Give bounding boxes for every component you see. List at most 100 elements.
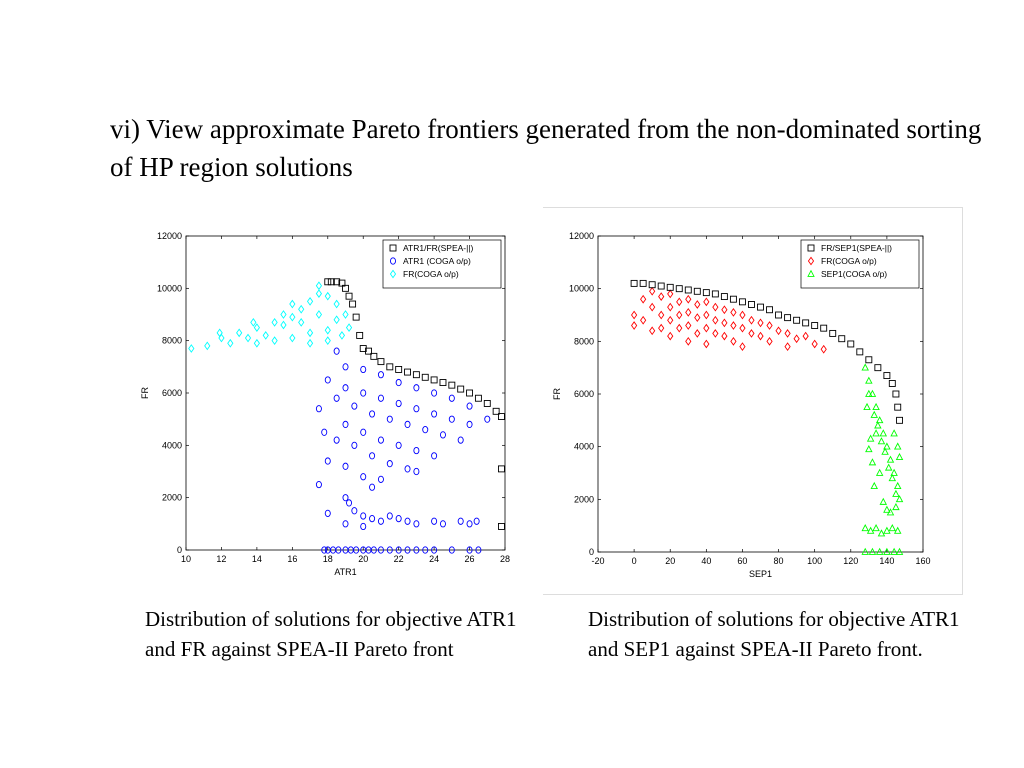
left-point-circle bbox=[342, 462, 349, 470]
left-point-circle bbox=[377, 436, 384, 444]
chart-atr1-fr: 10 12 14 16 18 20 22 24 26 28 0 2000 4000 6000 8000 100… bbox=[140, 222, 520, 592]
right-point-square bbox=[793, 316, 801, 324]
right-point-square bbox=[784, 314, 792, 322]
right-point-triangle bbox=[865, 445, 873, 453]
left-legend-marker bbox=[389, 257, 396, 265]
left-point-circle bbox=[321, 546, 328, 554]
right-ytick-label: 2000 bbox=[574, 494, 594, 504]
left-point-circle bbox=[333, 436, 340, 444]
left-point-circle bbox=[431, 546, 438, 554]
right-xtick-label: 0 bbox=[632, 556, 637, 566]
left-point-circle bbox=[413, 446, 420, 455]
right-point-diamond bbox=[694, 313, 701, 323]
right-point-square bbox=[675, 285, 683, 293]
left-point-circle bbox=[422, 546, 429, 554]
left-point-diamond bbox=[244, 333, 252, 343]
right-point-square bbox=[888, 380, 896, 387]
left-point-diamond bbox=[298, 304, 305, 314]
left-point-diamond bbox=[324, 291, 331, 301]
right-point-diamond bbox=[649, 302, 656, 312]
right-point-triangle bbox=[874, 421, 882, 429]
right-point-diamond bbox=[757, 331, 764, 341]
left-point-circle bbox=[448, 394, 455, 402]
left-point-square bbox=[356, 331, 364, 339]
left-point-circle bbox=[360, 522, 367, 531]
right-legend-label: FR/SEP1(SPEA-||) bbox=[821, 243, 892, 253]
right-point-triangle bbox=[870, 410, 878, 418]
right-ytick-label: 0 bbox=[589, 547, 594, 557]
left-point-circle bbox=[395, 441, 402, 449]
right-point-square bbox=[729, 295, 737, 303]
right-point-triangle bbox=[895, 547, 904, 555]
left-legend-marker bbox=[389, 269, 397, 279]
left-point-square bbox=[483, 400, 491, 407]
left-point-square bbox=[352, 313, 360, 321]
left-point-square bbox=[498, 465, 505, 473]
left-point-circle bbox=[466, 520, 473, 528]
left-point-circle bbox=[404, 465, 411, 473]
right-ytick-label: 6000 bbox=[574, 389, 594, 399]
left-point-circle bbox=[475, 546, 482, 554]
left-point-square bbox=[448, 381, 456, 389]
left-point-diamond bbox=[333, 315, 340, 325]
left-point-circle bbox=[360, 512, 367, 520]
right-point-diamond bbox=[721, 318, 728, 328]
left-point-circle bbox=[342, 494, 349, 502]
right-point-square bbox=[838, 335, 846, 343]
left-point-square bbox=[338, 279, 346, 287]
right-point-diamond bbox=[685, 307, 692, 317]
left-point-circle bbox=[324, 376, 331, 384]
left-point-circle bbox=[342, 520, 349, 528]
left-point-circle bbox=[404, 546, 411, 554]
left-point-circle bbox=[377, 546, 384, 554]
left-point-square bbox=[466, 389, 474, 397]
left-point-circle bbox=[386, 415, 393, 423]
left-point-diamond bbox=[289, 333, 296, 343]
left-point-diamond bbox=[280, 320, 287, 330]
right-point-triangle bbox=[875, 547, 884, 555]
right-point-square bbox=[711, 290, 719, 298]
left-legend-label: ATR1/FR(SPEA-||) bbox=[403, 243, 474, 253]
left-point-circle bbox=[353, 546, 360, 554]
left-point-square bbox=[421, 373, 429, 381]
right-point-square bbox=[802, 319, 810, 327]
right-point-diamond bbox=[712, 302, 719, 312]
right-point-triangle bbox=[890, 468, 898, 476]
right-point-diamond bbox=[793, 334, 800, 344]
right-point-diamond bbox=[712, 329, 719, 338]
right-ytick-label: 8000 bbox=[574, 336, 594, 346]
right-point-square bbox=[856, 348, 864, 356]
left-point-circle bbox=[351, 402, 358, 410]
left-point-square bbox=[498, 523, 505, 530]
left-point-circle bbox=[413, 405, 420, 413]
right-point-square bbox=[630, 279, 638, 287]
right-point-triangle bbox=[872, 429, 880, 437]
right-point-diamond bbox=[640, 294, 647, 304]
right-point-diamond bbox=[811, 339, 818, 349]
right-point-diamond bbox=[703, 310, 710, 320]
right-point-square bbox=[720, 293, 728, 301]
right-point-triangle bbox=[866, 434, 875, 442]
right-point-diamond bbox=[784, 342, 791, 351]
left-point-circle bbox=[321, 428, 328, 436]
right-xtick-label: 140 bbox=[879, 556, 894, 566]
left-point-square bbox=[430, 376, 438, 384]
right-point-square bbox=[892, 390, 900, 398]
left-xlabel: ATR1 bbox=[334, 567, 356, 577]
left-ytick-label: 8000 bbox=[162, 336, 182, 346]
right-point-diamond bbox=[685, 294, 692, 304]
right-point-square bbox=[894, 403, 902, 411]
right-point-square bbox=[648, 281, 656, 289]
right-point-triangle bbox=[895, 452, 904, 461]
left-point-circle bbox=[324, 509, 331, 517]
left-point-circle bbox=[431, 389, 438, 397]
right-point-triangle bbox=[890, 547, 898, 555]
left-point-circle bbox=[457, 517, 464, 525]
left-ytick-label: 12000 bbox=[157, 231, 182, 241]
right-point-diamond bbox=[685, 336, 692, 346]
left-point-circle bbox=[439, 520, 446, 528]
left-point-square bbox=[342, 284, 349, 292]
right-point-triangle bbox=[884, 463, 893, 471]
right-legend-marker bbox=[807, 244, 815, 252]
slide-title: vi) View approximate Pareto frontiers ge… bbox=[110, 114, 982, 182]
